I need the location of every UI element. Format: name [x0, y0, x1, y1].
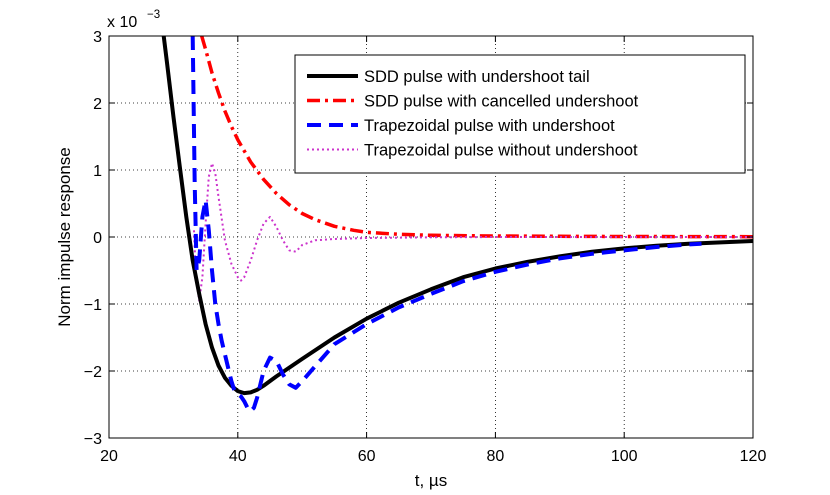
- series-line-1: [161, 36, 753, 396]
- series-line-3: [190, 36, 702, 414]
- x-tick-label: 120: [740, 448, 767, 465]
- legend-label-2: SDD pulse with cancelled undershoot: [364, 93, 639, 111]
- y-tick-label: 2: [93, 96, 102, 113]
- legend-label-4: Trapezoidal pulse without undershoot: [364, 142, 638, 160]
- y-axis-label: Norm impulse response: [55, 147, 74, 327]
- y-tick-label: 1: [93, 163, 102, 180]
- legend-label-3: Trapezoidal pulse with undershoot: [364, 117, 615, 135]
- x-tick-labels: 20 40 60 80 100 120: [100, 448, 766, 465]
- axis-ticks: [108, 35, 754, 439]
- legend-box: [294, 54, 746, 174]
- y-exponent-base: x 10: [107, 14, 137, 31]
- x-tick-label: 80: [487, 448, 505, 465]
- y-tick-label: 3: [93, 29, 102, 46]
- x-tick-label: 20: [100, 448, 118, 465]
- series-layer: [161, 36, 753, 414]
- x-tick-label: 100: [611, 448, 638, 465]
- y-tick-label: −1: [84, 297, 102, 314]
- y-tick-labels: −3 −2 −1 0 1 2 3: [84, 29, 102, 448]
- legend: SDD pulse with undershoot tail SDD pulse …: [294, 54, 746, 174]
- x-axis-label: t, µs: [415, 471, 447, 490]
- series-line-4: [193, 162, 753, 302]
- x-tick-label: 60: [358, 448, 376, 465]
- y-tick-label: −2: [84, 364, 102, 381]
- y-exponent-power: −3: [147, 9, 160, 21]
- y-tick-label: 0: [93, 230, 102, 247]
- y-tick-label: −3: [84, 431, 102, 448]
- y-exponent: x 10 −3: [107, 9, 160, 31]
- x-tick-label: 40: [229, 448, 247, 465]
- legend-label-1: SDD pulse with undershoot tail: [364, 68, 590, 86]
